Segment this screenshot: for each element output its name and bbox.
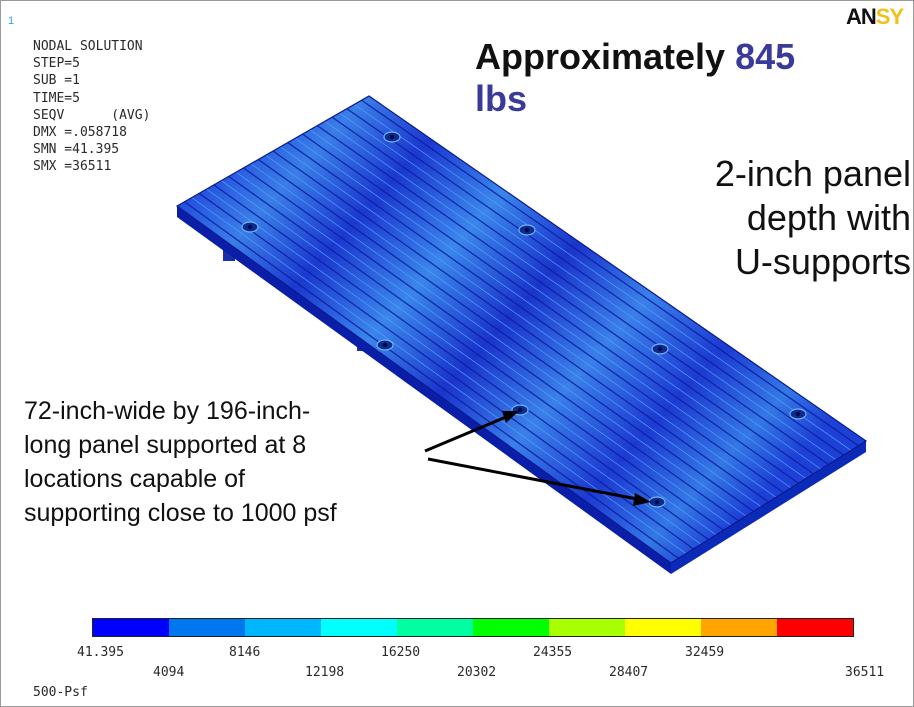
callout-arrow-shaft — [427, 457, 638, 501]
scale-segment — [625, 619, 701, 636]
info-line: SEQV (AVG) — [33, 107, 151, 123]
panel-rib — [302, 133, 799, 484]
support-bolt — [524, 227, 530, 233]
panel-rib — [324, 121, 822, 470]
scale-segment — [701, 619, 777, 636]
scale-tick-label: 32459 — [685, 645, 725, 660]
window-number: 1 — [8, 15, 15, 27]
scale-tick-label: 20302 — [457, 665, 497, 680]
callout-line: supporting close to 1000 psf — [24, 499, 337, 527]
panel-rib — [213, 184, 709, 541]
info-line: TIME=5 — [33, 90, 80, 106]
panel-rib — [206, 188, 702, 545]
panel-rib — [243, 167, 739, 522]
scale-tick-label: 24355 — [533, 645, 573, 660]
panel-rib — [272, 150, 769, 503]
headline-unit: lbs — [475, 78, 528, 119]
panel-rib — [339, 112, 837, 461]
callout-line: long panel supported at 8 — [24, 431, 307, 459]
scale-tick-label: 8146 — [229, 645, 261, 660]
scale-segment — [93, 619, 169, 636]
panel-rib — [346, 108, 844, 456]
scale-tick-label: 36511 — [845, 665, 885, 680]
callout-line: locations capable of — [24, 465, 245, 493]
scale-segment — [169, 619, 245, 636]
description-line: U-supports — [734, 241, 911, 282]
logo-text: AN — [846, 4, 877, 29]
scale-tick-label: 41.395 — [77, 645, 124, 660]
panel-rib — [287, 142, 784, 494]
description-line: depth with — [746, 197, 911, 238]
scale-segment — [777, 619, 853, 636]
info-line: SMX =36511 — [33, 159, 112, 175]
scale-tick-label: 28407 — [609, 665, 649, 680]
panel-rib — [191, 197, 687, 554]
ansys-logo: ANSY — [846, 4, 904, 30]
panel-rib — [184, 201, 679, 559]
headline-number: 845 — [735, 36, 796, 77]
panel-side-edge — [671, 441, 866, 574]
panel-rib — [316, 125, 814, 475]
scale-segment — [473, 619, 549, 636]
scale-tick-label: 16250 — [381, 645, 421, 660]
info-line: STEP=5 — [33, 56, 80, 72]
support-bolt — [517, 407, 523, 413]
scale-segment — [245, 619, 321, 636]
panel-rib — [280, 146, 777, 498]
support-bolt — [389, 134, 395, 140]
info-line: SMN =41.395 — [33, 142, 120, 158]
description-line: 2-inch panel — [714, 153, 911, 194]
callout-arrow-shaft — [424, 415, 507, 453]
panel-outline — [175, 95, 868, 564]
callout-arrow-head — [502, 411, 519, 423]
support-markers — [241, 131, 807, 508]
panel-rib — [294, 137, 792, 489]
load-case-label: 500-Psf — [33, 685, 88, 700]
headline: Approximately 845 lbs — [475, 36, 913, 120]
panel-rib — [354, 104, 852, 451]
panel-rib — [228, 175, 724, 531]
support-bolt — [247, 224, 253, 230]
panel-rib — [331, 116, 829, 465]
support-bolt — [382, 342, 388, 348]
panel-rib — [198, 192, 694, 550]
panel-rib — [257, 158, 754, 512]
scale-segment — [397, 619, 473, 636]
scale-tick-label: 12198 — [305, 665, 345, 680]
support-bolt — [654, 499, 660, 505]
panel-top-surface — [177, 96, 866, 563]
panel-ribs — [184, 99, 859, 559]
panel-rib — [361, 99, 859, 447]
support-bolt — [795, 411, 801, 417]
panel-rib — [235, 171, 732, 526]
info-line: NODAL SOLUTION — [33, 39, 143, 54]
panel-description: 2-inch panel depth with U-supports — [601, 152, 911, 284]
solution-info: NODAL SOLUTION STEP=5 SUB =1 TIME=5 SEQV (AV… — [33, 38, 150, 176]
info-line: DMX =.058718 — [33, 125, 127, 141]
info-line: SUB =1 — [33, 73, 80, 89]
panel-rib — [250, 163, 747, 517]
panel-rib — [265, 154, 762, 508]
callout-arrow-head — [633, 493, 651, 506]
scale-segment — [321, 619, 397, 636]
color-scale-bar — [92, 618, 854, 637]
logo-text-highlight: SY — [875, 4, 904, 29]
scale-tick-label: 4094 — [153, 665, 185, 680]
callout-text: 72-inch-wide by 196-inch- long panel sup… — [24, 394, 464, 530]
headline-prefix: Approximately — [475, 36, 736, 77]
support-bolt — [657, 346, 663, 352]
callout-line: 72-inch-wide by 196-inch- — [24, 397, 311, 425]
scale-segment — [549, 619, 625, 636]
panel-rib — [309, 129, 807, 479]
panel-rib — [221, 180, 717, 536]
